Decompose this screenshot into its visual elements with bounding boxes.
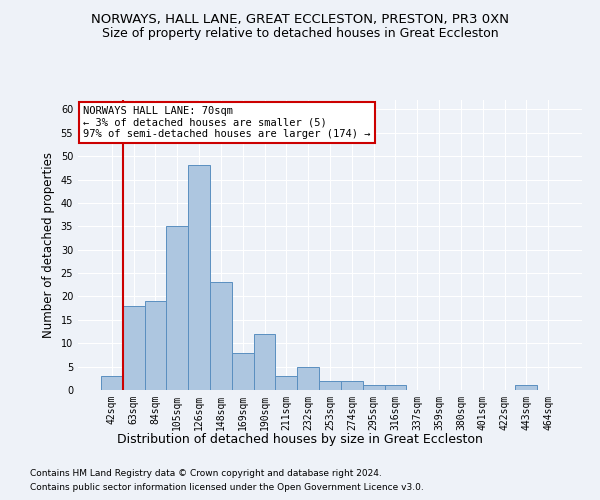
Bar [123, 306, 145, 390]
Bar [319, 380, 341, 390]
Y-axis label: Number of detached properties: Number of detached properties [42, 152, 55, 338]
Text: NORWAYS, HALL LANE, GREAT ECCLESTON, PRESTON, PR3 0XN: NORWAYS, HALL LANE, GREAT ECCLESTON, PRE… [91, 12, 509, 26]
Text: Contains HM Land Registry data © Crown copyright and database right 2024.: Contains HM Land Registry data © Crown c… [30, 468, 382, 477]
Bar [101, 376, 123, 390]
Bar [232, 352, 254, 390]
Bar [145, 301, 166, 390]
Text: Contains public sector information licensed under the Open Government Licence v3: Contains public sector information licen… [30, 484, 424, 492]
Bar [297, 366, 319, 390]
Bar [385, 386, 406, 390]
Bar [363, 386, 385, 390]
Bar [254, 334, 275, 390]
Bar [188, 166, 210, 390]
Bar [515, 386, 537, 390]
Bar [166, 226, 188, 390]
Text: NORWAYS HALL LANE: 70sqm
← 3% of detached houses are smaller (5)
97% of semi-det: NORWAYS HALL LANE: 70sqm ← 3% of detache… [83, 106, 371, 139]
Text: Distribution of detached houses by size in Great Eccleston: Distribution of detached houses by size … [117, 432, 483, 446]
Text: Size of property relative to detached houses in Great Eccleston: Size of property relative to detached ho… [101, 28, 499, 40]
Bar [210, 282, 232, 390]
Bar [275, 376, 297, 390]
Bar [341, 380, 363, 390]
